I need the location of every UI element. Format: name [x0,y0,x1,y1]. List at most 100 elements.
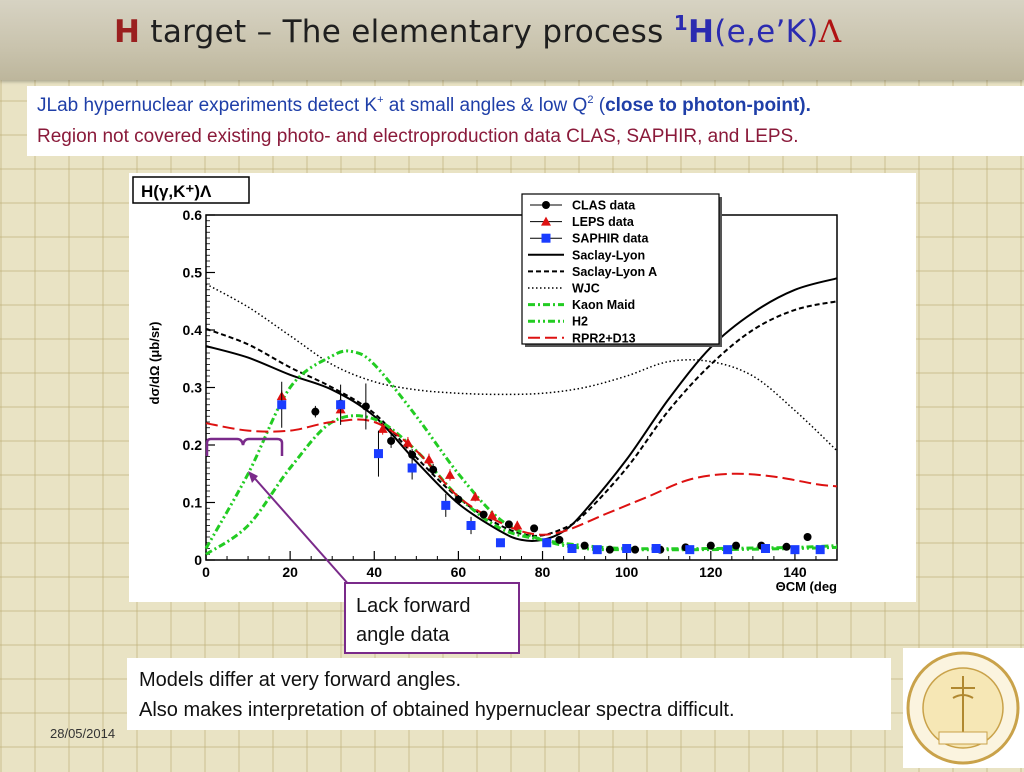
point-clas-data [803,533,812,541]
legend-marker-saphir-data [541,233,551,243]
cross-section-chart: H(γ,K⁺)Λ dσ/dΩ (μb/sr) ΘCM (deg 0 20 40 60 8… [132,176,838,594]
info-line-1-bold: close to photon-point). [605,95,811,116]
legend-marker-leps-data [541,216,551,226]
x-tick-label: 140 [783,564,807,580]
point-clas-data [504,520,513,529]
lack-forward-callout: Lack forward angle data [344,582,520,654]
point-leps-data [444,469,455,479]
info-box: JLab hypernuclear experiments detect K+ … [27,86,1024,156]
seal-torch-icon [951,676,975,734]
curve-kaon-maid [205,414,838,556]
models-note-box: Models differ at very forward angles. Al… [127,658,891,730]
seal-year-banner [938,731,988,745]
point-saphir-data [277,400,287,410]
legend-label-h2: H2 [572,315,588,329]
y-tick-label: 0.1 [183,495,203,511]
models-line-1: Models differ at very forward angles. [139,669,462,691]
legend-label-leps-data: LEPS data [572,215,635,229]
info-line-1-paren: ( [593,95,606,116]
title-sup-1: 1 [673,11,688,35]
lack-line-1: Lack forward [356,595,471,617]
point-clas-data [782,542,791,551]
point-clas-data [454,495,463,504]
point-clas-data [555,535,564,544]
point-leps-data [377,423,388,433]
legend-label-kaon-maid: Kaon Maid [572,298,635,312]
point-saphir-data [723,545,733,555]
point-clas-data [631,545,640,554]
x-tick-label: 0 [202,564,210,580]
title-mid: target – The elementary process [140,14,674,50]
chart-title: H(γ,K⁺)Λ [141,182,212,201]
x-axis-label: ΘCM (deg [776,579,837,594]
point-saphir-data [466,521,476,530]
chart-title-box [132,176,250,204]
point-clas-data [479,510,488,519]
curve-rpr2-d13 [205,418,838,536]
y-tick-label: 0.3 [183,380,203,396]
point-saphir-data [336,400,346,410]
point-leps-data [470,491,481,501]
legend-label-clas-data: CLAS data [572,199,636,213]
info-line-2: Region not covered existing photo- and e… [37,126,799,147]
university-seal-logo [903,648,1024,768]
legend-box [521,193,720,345]
point-clas-data [429,465,438,474]
title-h: H [114,14,141,50]
legend-label-saclay-lyon: Saclay-Lyon [572,248,645,262]
y-axis-label: dσ/dΩ (μb/sr) [147,322,162,405]
y-tick-label: 0.6 [183,207,203,223]
point-saphir-data [542,538,552,548]
point-saphir-data [495,538,505,548]
point-clas-data [580,541,589,550]
point-clas-data [605,545,614,554]
y-tick-label: 0.5 [183,265,203,281]
x-tick-label: 100 [615,564,639,580]
point-clas-data [732,541,741,550]
info-line-1: JLab hypernuclear experiments detect K+ … [37,94,811,117]
title-lambda: Λ [818,14,842,50]
point-saphir-data [790,545,800,555]
point-clas-data [361,402,370,411]
point-leps-data [487,510,498,520]
seal-icon [906,651,1020,765]
legend-marker-clas-data [542,201,550,209]
callout-pointer-arrowhead [248,471,258,483]
x-tick-label: 120 [699,564,723,580]
point-clas-data [311,407,320,416]
point-saphir-data [567,544,577,553]
chart-panel: H(γ,K⁺)Λ dσ/dΩ (μb/sr) ΘCM (deg 0 20 40 60 8… [129,173,916,602]
point-leps-data [423,454,434,464]
info-line-1-pre: JLab hypernuclear experiments detect K [37,95,378,116]
point-leps-data [402,437,413,447]
x-tick-label: 60 [451,564,467,580]
point-clas-data [530,524,539,533]
point-saphir-data [441,500,451,510]
y-tick-label: 0 [194,552,202,568]
point-saphir-data [373,449,383,459]
callout-pointer-line [249,472,351,587]
forward-angle-brace [205,437,284,456]
legend: CLAS data LEPS data SAPHIR data Saclay-Lyon… [521,193,722,347]
info-line-1-mid: at small angles & low Q [383,95,588,116]
models-line-2: Also makes interpretation of obtained hy… [139,699,735,721]
point-saphir-data [685,545,695,555]
x-tick-label: 40 [366,564,382,580]
slide-date: 28/05/2014 [50,726,116,741]
curve-h2 [204,349,838,552]
legend-label-rpr2-d13: RPR2+D13 [572,331,636,345]
point-clas-data [387,436,396,445]
point-leps-data [512,520,523,530]
lack-line-2: angle data [356,624,450,646]
point-clas-data [408,450,417,459]
point-saphir-data [651,544,661,553]
info-sup-plus: + [377,94,384,106]
point-saphir-data [760,544,770,553]
x-tick-label: 80 [535,564,551,580]
title-bar: H target – The elementary process 1H(e,e… [0,0,1024,80]
curve-wjc [205,283,838,452]
title-reaction: (e,e’K) [714,14,819,50]
point-saphir-data [815,545,825,555]
y-tick-label: 0.2 [183,437,203,453]
point-saphir-data [592,545,602,555]
